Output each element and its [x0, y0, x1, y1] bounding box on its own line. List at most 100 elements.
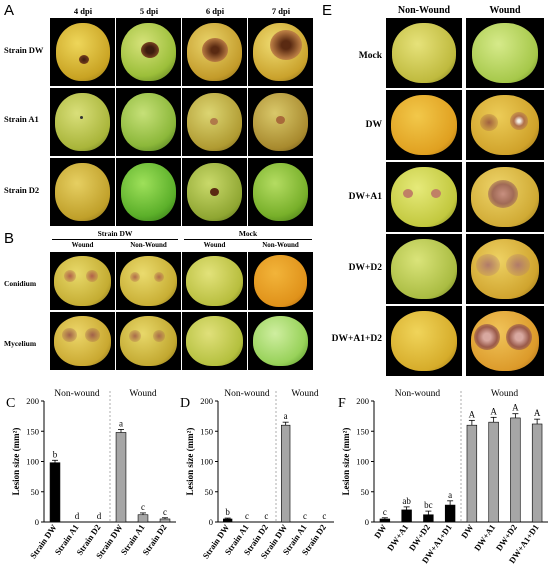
photo-b-mycelium-dw-nonwound: [116, 312, 181, 370]
photo-e-dw-d2-wound: [466, 234, 544, 304]
panel-b-row-label: Conidium: [4, 279, 37, 288]
significance-letter: ab: [402, 496, 411, 506]
x-tick-label: DW: [459, 522, 476, 540]
bar: [510, 417, 521, 523]
group-title: Non-wound: [54, 389, 100, 399]
significance-letter: a: [284, 411, 288, 421]
y-tick-label: 100: [356, 457, 369, 467]
group-title: Non-wound: [395, 389, 441, 399]
photo-strain-d2-6dpi: [182, 158, 247, 226]
photo-e-dw-a1-d2-nonwound: [386, 306, 462, 376]
significance-letter: c: [303, 511, 307, 521]
panel-b-label: B: [4, 230, 15, 247]
y-tick-label: 200: [356, 396, 369, 406]
panel-b-col-header: Wound: [203, 241, 226, 249]
panel-a-col-header: 6 dpi: [205, 6, 225, 16]
panel-b-group-header: Mock: [238, 229, 258, 238]
panel-e-row-label: DW+D2: [348, 263, 382, 273]
significance-letter: c: [245, 511, 249, 521]
y-tick-label: 200: [200, 396, 213, 406]
y-tick-label: 50: [361, 487, 370, 497]
y-tick-label: 150: [26, 426, 39, 436]
photo-b-mycelium-mock-nonwound: [248, 312, 313, 370]
significance-letter: c: [163, 507, 167, 517]
photo-strain-a1-5dpi: [116, 88, 181, 156]
significance-letter: A: [512, 403, 519, 413]
significance-letter: d: [97, 511, 102, 521]
photo-e-dw-a1-d2-wound: [466, 306, 544, 376]
panel-b-group-rule: [184, 239, 312, 240]
photo-e-dw-nonwound: [386, 90, 462, 160]
panel-a-col-header: 7 dpi: [271, 6, 291, 16]
bar: [281, 424, 291, 523]
bar: [49, 462, 61, 523]
panel-a-row-label: Strain A1: [4, 114, 39, 124]
panel-e-row-label: Mock: [358, 51, 382, 61]
bar: [466, 424, 478, 523]
significance-letter: A: [534, 408, 541, 418]
panel-label: D: [180, 396, 190, 411]
significance-letter: b: [53, 449, 58, 459]
panel-e-row-label: DW: [365, 120, 382, 130]
photo-e-mock-nonwound: [386, 18, 462, 88]
panel-e-col-header: Non-Wound: [397, 5, 451, 16]
panel-a-row-label: Strain D2: [4, 185, 40, 195]
panel-a-row-label: Strain DW: [4, 45, 44, 55]
photo-e-dw-a1-nonwound: [386, 162, 462, 232]
significance-letter: a: [119, 418, 123, 428]
y-axis-label: Lesion size (mm²): [185, 428, 195, 496]
photo-b-conidium-mock-wound: [182, 252, 247, 310]
bar: [488, 421, 499, 523]
panel-e-label: E: [322, 2, 333, 19]
significance-letter: b: [225, 507, 230, 517]
y-tick-label: 150: [200, 426, 213, 436]
photo-strain-dw-4dpi: [50, 18, 115, 86]
photo-b-conidium-dw-wound: [50, 252, 115, 310]
group-title: Non-wound: [224, 389, 270, 399]
significance-letter: bc: [424, 500, 433, 510]
panel-b-col-header: Wound: [71, 241, 94, 249]
panel-e-row-label: DW+A1: [348, 192, 382, 202]
significance-letter: d: [75, 511, 80, 521]
significance-letter: A: [490, 406, 497, 416]
bar: [115, 432, 127, 523]
photo-strain-dw-5dpi: [116, 18, 181, 86]
x-tick-label: DW+A1: [472, 522, 497, 552]
group-title: Wound: [291, 389, 318, 399]
y-tick-label: 150: [356, 426, 369, 436]
significance-letter: c: [141, 502, 145, 512]
y-tick-label: 100: [26, 457, 39, 467]
bar: [159, 518, 171, 523]
y-tick-label: 0: [35, 517, 39, 527]
bar: [423, 514, 434, 523]
x-tick-label: DW: [372, 522, 389, 540]
y-tick-label: 50: [31, 487, 40, 497]
group-title: Wound: [129, 389, 156, 399]
photo-b-conidium-dw-nonwound: [116, 252, 181, 310]
bar: [444, 504, 456, 523]
panel-a-col-header: 5 dpi: [139, 6, 159, 16]
panel-b-col-header: Non-Wound: [130, 241, 167, 249]
photo-e-dw-wound: [466, 90, 544, 160]
y-tick-label: 50: [205, 487, 214, 497]
photo-strain-a1-4dpi: [50, 88, 115, 156]
photo-strain-dw-7dpi: [248, 18, 313, 86]
photo-strain-dw-6dpi: [182, 18, 247, 86]
significance-letter: c: [383, 507, 387, 517]
photo-e-dw-d2-nonwound: [386, 234, 462, 304]
panel-label: F: [338, 396, 346, 411]
photo-strain-a1-6dpi: [182, 88, 247, 156]
y-tick-label: 0: [209, 517, 213, 527]
y-tick-label: 200: [26, 396, 39, 406]
panel-b-group-rule: [52, 239, 178, 240]
photo-e-dw-a1-wound: [466, 162, 544, 232]
significance-letter: A: [469, 409, 476, 419]
bar: [401, 509, 412, 523]
bar: [531, 423, 543, 523]
photo-strain-d2-5dpi: [116, 158, 181, 226]
photo-strain-d2-7dpi: [248, 158, 313, 226]
panel-b-group-header: Strain DW: [97, 229, 133, 238]
group-title: Wound: [491, 389, 518, 399]
photo-b-mycelium-mock-wound: [182, 312, 247, 370]
